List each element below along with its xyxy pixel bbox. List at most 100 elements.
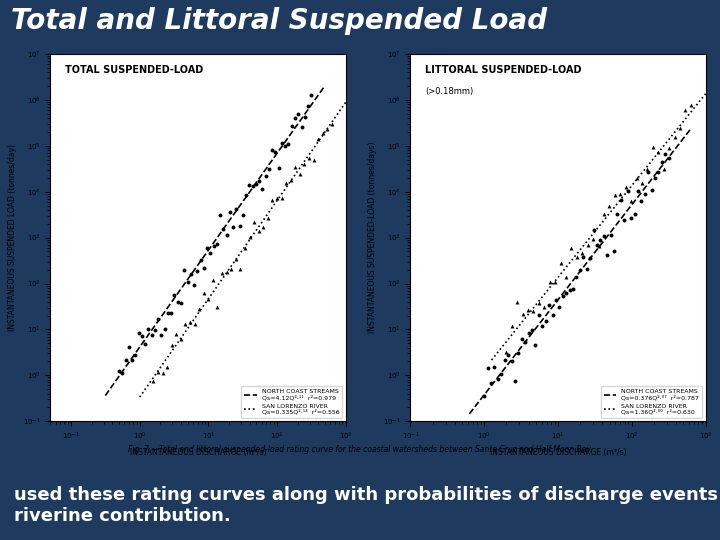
Point bbox=[674, 123, 685, 132]
Point bbox=[204, 249, 216, 258]
Point bbox=[266, 195, 278, 204]
Point bbox=[216, 268, 228, 277]
Point bbox=[513, 348, 524, 357]
Point bbox=[588, 235, 599, 244]
Point bbox=[120, 356, 131, 365]
SAN LORENZO RIVER
Qs=1.36Q²·⁰⁰  r²=0.630 bbox=[690, 104, 699, 111]
Point bbox=[680, 106, 691, 115]
Point bbox=[294, 169, 305, 178]
Point bbox=[492, 375, 503, 383]
SAN LORENZO RIVER
Qs=0.335Q²·¹⁴  r²=0.556 bbox=[183, 326, 192, 332]
SAN LORENZO RIVER
Qs=0.335Q²·¹⁴  r²=0.556 bbox=[175, 338, 184, 344]
Point bbox=[598, 232, 610, 240]
SAN LORENZO RIVER
Qs=1.36Q²·⁰⁰  r²=0.630 bbox=[598, 220, 606, 226]
Point bbox=[629, 210, 640, 219]
Point bbox=[180, 319, 192, 328]
Point bbox=[302, 102, 314, 111]
Point bbox=[234, 221, 246, 230]
Point bbox=[652, 148, 664, 157]
Point bbox=[184, 318, 196, 327]
Point bbox=[159, 325, 171, 333]
Point bbox=[230, 204, 242, 213]
Point bbox=[544, 278, 556, 286]
Point bbox=[326, 120, 338, 129]
Point bbox=[239, 244, 251, 253]
SAN LORENZO RIVER
Qs=1.36Q²·⁰⁰  r²=0.630 bbox=[684, 112, 693, 118]
SAN LORENZO RIVER
Qs=0.335Q²·¹⁴  r²=0.556 bbox=[258, 218, 266, 225]
Point bbox=[585, 254, 596, 262]
Point bbox=[550, 295, 562, 304]
Point bbox=[179, 265, 190, 274]
Point bbox=[626, 214, 637, 222]
Line: SAN LORENZO RIVER
Qs=1.36Q²·⁰⁰  r²=0.630: SAN LORENZO RIVER Qs=1.36Q²·⁰⁰ r²=0.630 bbox=[492, 94, 706, 360]
Point bbox=[256, 184, 268, 193]
Point bbox=[308, 156, 320, 164]
Y-axis label: INSTANTANEOUS SUSPENDED LOAD (tonnes/day): INSTANTANEOUS SUSPENDED LOAD (tonnes/day… bbox=[9, 144, 17, 331]
Point bbox=[247, 181, 258, 190]
SAN LORENZO RIVER
Qs=0.335Q²·¹⁴  r²=0.556 bbox=[331, 114, 340, 120]
NORTH COAST STREAMS
Qs=4.12Q²·¹¹  r²=0.979 bbox=[215, 233, 223, 239]
Text: LITTORAL SUSPENDED-LOAD: LITTORAL SUSPENDED-LOAD bbox=[425, 65, 582, 75]
SAN LORENZO RIVER
Qs=0.335Q²·¹⁴  r²=0.556 bbox=[135, 394, 144, 400]
Point bbox=[152, 368, 163, 377]
Point bbox=[322, 124, 333, 133]
Point bbox=[253, 177, 265, 186]
Point bbox=[646, 186, 657, 194]
Point bbox=[509, 377, 521, 386]
Point bbox=[577, 253, 589, 261]
Point bbox=[544, 300, 555, 309]
Point bbox=[260, 172, 271, 181]
Point bbox=[546, 310, 558, 319]
SAN LORENZO RIVER
Qs=1.36Q²·⁰⁰  r²=0.630 bbox=[487, 357, 496, 363]
Point bbox=[243, 180, 255, 189]
X-axis label: INSTANTANEOUS DISCHARGE (m³/s): INSTANTANEOUS DISCHARGE (m³/s) bbox=[490, 448, 626, 457]
Point bbox=[133, 328, 145, 337]
Point bbox=[312, 135, 324, 144]
Point bbox=[622, 186, 634, 195]
Point bbox=[262, 213, 274, 222]
Point bbox=[317, 129, 328, 137]
Point bbox=[593, 241, 604, 250]
NORTH COAST STREAMS
Qs=0.376Q²·⁰⁷  r²=0.787 bbox=[669, 148, 678, 155]
Point bbox=[517, 310, 528, 319]
Point bbox=[149, 326, 161, 335]
Point bbox=[533, 310, 544, 319]
Point bbox=[660, 150, 671, 158]
Point bbox=[567, 285, 579, 294]
Point bbox=[207, 275, 219, 284]
Point bbox=[663, 144, 675, 152]
Point bbox=[669, 133, 680, 142]
Point bbox=[195, 256, 207, 265]
Point bbox=[555, 258, 567, 267]
Point bbox=[273, 164, 284, 173]
Point bbox=[478, 392, 490, 401]
Legend: NORTH COAST STREAMS
Qs=4.12Q²·¹¹  r²=0.979, SAN LORENZO RIVER
Qs=0.335Q²·¹⁴  r²=: NORTH COAST STREAMS Qs=4.12Q²·¹¹ r²=0.97… bbox=[241, 386, 343, 418]
Point bbox=[506, 321, 518, 330]
NORTH COAST STREAMS
Qs=4.12Q²·¹¹  r²=0.979 bbox=[152, 320, 161, 327]
Point bbox=[175, 334, 186, 343]
Point bbox=[533, 299, 544, 308]
Point bbox=[511, 298, 523, 307]
Point bbox=[523, 328, 534, 337]
Text: TOTAL SUSPENDED-LOAD: TOTAL SUSPENDED-LOAD bbox=[65, 65, 204, 75]
Point bbox=[168, 291, 180, 299]
Point bbox=[123, 343, 135, 352]
Point bbox=[143, 325, 154, 334]
Point bbox=[228, 223, 239, 232]
Point bbox=[185, 270, 197, 279]
SAN LORENZO RIVER
Qs=1.36Q²·⁰⁰  r²=0.630 bbox=[537, 295, 546, 301]
Point bbox=[208, 241, 220, 250]
Point bbox=[649, 174, 661, 183]
Point bbox=[557, 292, 569, 300]
Point bbox=[299, 160, 310, 168]
Point bbox=[526, 326, 538, 335]
NORTH COAST STREAMS
Qs=4.12Q²·¹¹  r²=0.979 bbox=[232, 207, 240, 214]
Point bbox=[166, 308, 177, 317]
Point bbox=[591, 241, 603, 249]
Point bbox=[276, 139, 288, 147]
Point bbox=[522, 305, 534, 314]
Point bbox=[136, 332, 148, 341]
Point bbox=[505, 356, 517, 365]
Point bbox=[299, 113, 310, 122]
Point bbox=[549, 278, 561, 286]
